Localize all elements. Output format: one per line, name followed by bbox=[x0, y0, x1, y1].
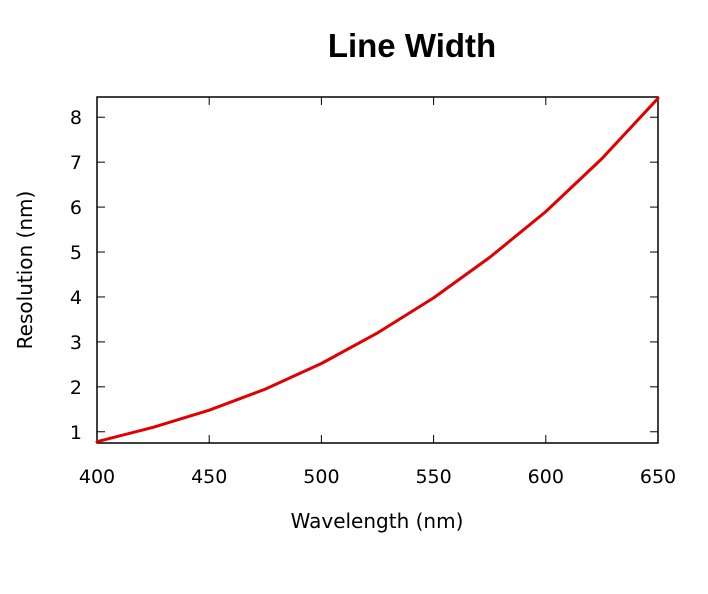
y-tick-label: 7 bbox=[70, 152, 82, 174]
x-tick-label: 550 bbox=[415, 466, 451, 488]
y-tick-label: 8 bbox=[70, 107, 82, 129]
series-line bbox=[95, 96, 660, 444]
x-axis-ticks: 400 450 500 550 600 650 bbox=[79, 97, 676, 488]
y-tick-label: 6 bbox=[70, 197, 82, 219]
x-tick-label: 500 bbox=[303, 466, 339, 488]
y-axis-ticks: 1 2 3 4 5 6 7 8 bbox=[70, 107, 658, 444]
chart-title: Line Width bbox=[328, 27, 496, 64]
x-tick-label: 600 bbox=[528, 466, 564, 488]
x-tick-label: 400 bbox=[79, 466, 115, 488]
x-axis-label: Wavelength (nm) bbox=[291, 509, 464, 533]
y-tick-label: 5 bbox=[70, 242, 82, 264]
y-axis-label: Resolution (nm) bbox=[13, 191, 37, 350]
y-tick-label: 4 bbox=[70, 287, 82, 309]
x-tick-label: 650 bbox=[640, 466, 676, 488]
y-tick-label: 2 bbox=[70, 377, 82, 399]
plot-frame bbox=[96, 96, 659, 444]
y-tick-label: 1 bbox=[70, 422, 82, 444]
series-layer bbox=[95, 96, 660, 444]
y-tick-label: 3 bbox=[70, 332, 82, 354]
x-tick-label: 450 bbox=[191, 466, 227, 488]
